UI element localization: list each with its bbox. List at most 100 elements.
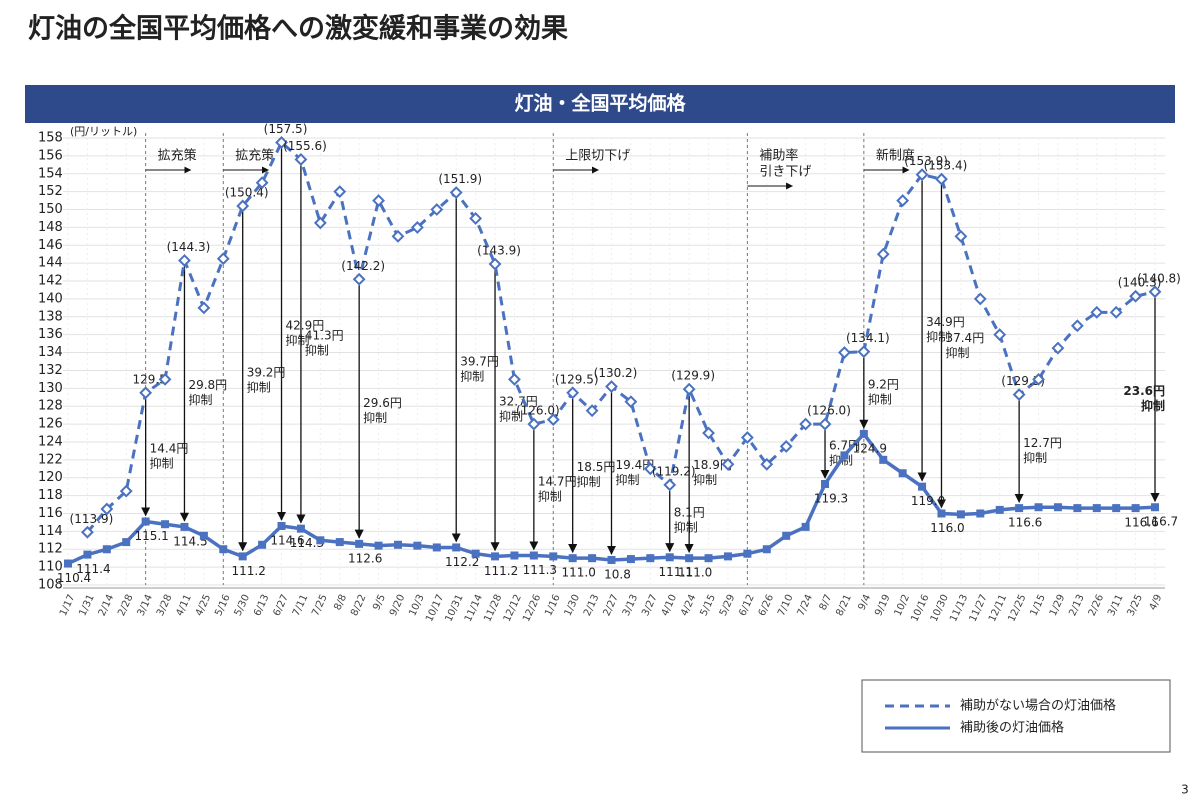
- y-tick-label: 116: [38, 506, 63, 521]
- marker-square: [335, 538, 344, 547]
- data-label: (151.9): [438, 172, 482, 186]
- marker-square: [626, 555, 635, 564]
- suppression-label: 抑制: [1023, 450, 1047, 465]
- x-tick-label: 2/13: [1067, 593, 1086, 618]
- marker-square: [588, 554, 597, 563]
- marker-diamond: [333, 185, 347, 199]
- y-tick-label: 140: [38, 291, 63, 306]
- marker-square: [879, 455, 888, 464]
- x-tick-label: 1/15: [1029, 593, 1048, 618]
- suppression-label: 23.6円: [1123, 384, 1165, 398]
- marker-diamond: [993, 328, 1007, 342]
- y-tick-label: 122: [38, 452, 63, 467]
- data-label: 111.2: [484, 564, 518, 578]
- data-label: 111.0: [561, 566, 595, 580]
- x-tick-label: 9/19: [873, 593, 892, 618]
- x-tick-label: 8/22: [349, 593, 368, 618]
- phase-label: 上限切下げ: [565, 149, 630, 164]
- data-label: (113.9): [70, 512, 114, 526]
- data-label: (140.3): [1118, 276, 1162, 290]
- marker-diamond: [973, 292, 987, 306]
- x-tick-label: 5/15: [699, 593, 718, 618]
- y-tick-label: 112: [38, 542, 63, 557]
- marker-diamond: [838, 346, 851, 359]
- data-label: 111.4: [76, 562, 110, 576]
- y-tick-label: 144: [38, 256, 63, 271]
- x-tick-label: 3/11: [1106, 593, 1125, 618]
- suppression-label: 37.4円: [945, 331, 984, 345]
- x-tick-label: 4/24: [679, 593, 698, 618]
- marker-diamond: [740, 431, 754, 444]
- marker-square: [549, 552, 558, 561]
- marker-diamond: [546, 413, 560, 427]
- x-tick-label: 9/5: [371, 593, 388, 612]
- legend-box: [861, 679, 1171, 753]
- marker-square: [355, 539, 364, 548]
- marker-diamond: [139, 386, 153, 400]
- suppression-label: 抑制: [286, 333, 310, 348]
- marker-diamond: [100, 502, 114, 516]
- data-label: (150.4): [225, 185, 269, 199]
- suppression-label: 14.7円: [538, 474, 577, 488]
- data-label: (126.0): [807, 404, 851, 418]
- page-number: 3: [1181, 783, 1189, 797]
- x-tick-label: 12/26: [521, 593, 543, 624]
- x-tick-label: 5/29: [718, 593, 737, 618]
- y-tick-label: 110: [38, 560, 63, 575]
- marker-square: [821, 479, 830, 488]
- data-label: 112.6: [348, 551, 382, 565]
- x-tick-label: 7/10: [776, 593, 795, 618]
- marker-diamond: [915, 168, 929, 182]
- marker-diamond: [682, 382, 696, 396]
- x-tick-label: 2/13: [582, 593, 601, 618]
- marker-diamond: [352, 272, 366, 286]
- marker-diamond: [294, 153, 308, 166]
- x-tick-label: 8/21: [834, 593, 853, 618]
- x-tick-label: 1/30: [563, 593, 582, 618]
- x-tick-label: 3/14: [136, 593, 155, 618]
- y-tick-label: 114: [38, 524, 63, 539]
- y-tick-label: 134: [38, 345, 63, 360]
- y-tick-label: 130: [38, 381, 63, 396]
- subtitle: 灯油・全国平均価格: [514, 92, 686, 115]
- data-label: (153.4): [924, 159, 968, 173]
- marker-diamond: [760, 457, 774, 471]
- marker-diamond: [721, 457, 735, 471]
- marker-diamond: [430, 203, 444, 216]
- marker-square: [374, 541, 383, 550]
- marker-diamond: [605, 380, 618, 393]
- data-label: 114.6: [270, 533, 304, 547]
- marker-diamond: [1109, 305, 1123, 319]
- x-tick-label: 3/27: [640, 593, 659, 618]
- data-label: (155.6): [283, 139, 327, 153]
- suppression-label: 抑制: [150, 456, 174, 471]
- y-tick-label: 138: [38, 309, 63, 324]
- x-tick-label: 1/31: [77, 593, 96, 618]
- x-tick-label: 10/3: [407, 593, 426, 618]
- suppression-label: 抑制: [247, 380, 271, 395]
- legend-label: 補助がない場合の灯油価格: [960, 698, 1116, 714]
- suppression-label: 抑制: [538, 488, 562, 503]
- x-tick-label: 1/16: [543, 593, 562, 618]
- x-tick-label: 8/7: [818, 593, 835, 612]
- x-tick-label: 3/28: [155, 593, 174, 618]
- data-label: 116.7: [1144, 515, 1178, 529]
- marker-square: [296, 524, 305, 533]
- marker-square: [64, 559, 72, 568]
- suppression-label: 抑制: [188, 392, 212, 407]
- suppression-label: 抑制: [1141, 398, 1165, 413]
- suppression-label: 12.7円: [1023, 436, 1062, 450]
- data-label: (119.2): [652, 464, 696, 478]
- data-label: 111.3: [523, 563, 557, 577]
- data-label: 115.1: [134, 529, 168, 543]
- suppression-label: 抑制: [674, 520, 698, 535]
- marker-square: [995, 505, 1004, 514]
- x-tick-label: 4/9: [1148, 593, 1165, 612]
- marker-square: [607, 555, 616, 564]
- phase-label: 拡充策: [158, 148, 197, 164]
- data-label: (140.8): [1137, 271, 1181, 285]
- suppression-label: 抑制: [363, 410, 387, 425]
- data-label: (129.9): [671, 369, 715, 383]
- marker-square: [1112, 504, 1121, 513]
